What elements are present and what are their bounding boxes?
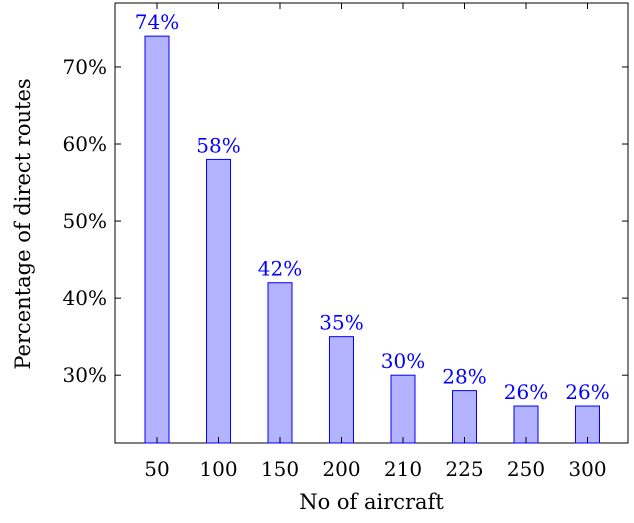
data-label-200: 35% bbox=[319, 311, 363, 335]
bar-50 bbox=[144, 35, 170, 444]
bar-100 bbox=[206, 158, 231, 444]
x-tick-label-100: 100 bbox=[199, 457, 237, 481]
bar-150 bbox=[267, 282, 293, 444]
y-tick-label-30: 30% bbox=[63, 363, 107, 387]
bar-300 bbox=[575, 405, 600, 444]
bar-210 bbox=[390, 374, 416, 444]
data-label-225: 28% bbox=[442, 365, 486, 389]
x-axis: 50 100 150 200 210 225 250 300 bbox=[144, 3, 607, 481]
x-tick-label-225: 225 bbox=[445, 457, 483, 481]
data-label-300: 26% bbox=[565, 380, 609, 404]
plot-frame bbox=[114, 2, 629, 444]
x-tick-label-200: 200 bbox=[322, 457, 360, 481]
y-axis-title: Percentage of direct routes bbox=[11, 78, 35, 369]
data-label-150: 42% bbox=[258, 257, 302, 281]
bar-225 bbox=[452, 390, 477, 444]
data-label-100: 58% bbox=[196, 133, 240, 157]
y-tick-label-60: 60% bbox=[63, 132, 107, 156]
x-tick-label-250: 250 bbox=[507, 457, 545, 481]
x-tick-label-150: 150 bbox=[261, 457, 299, 481]
y-axis: 30% 40% 50% 60% 70% bbox=[63, 55, 628, 387]
bar-200 bbox=[329, 336, 354, 444]
y-tick-label-70: 70% bbox=[63, 55, 107, 79]
data-label-250: 26% bbox=[504, 380, 548, 404]
data-label-50: 74% bbox=[135, 10, 179, 34]
x-tick-label-50: 50 bbox=[144, 457, 169, 481]
x-tick-label-210: 210 bbox=[384, 457, 422, 481]
data-labels-layer: 74% 58% 42% 35% 30% 28% 26% 26% bbox=[135, 10, 610, 404]
x-axis-title: No of aircraft bbox=[299, 490, 444, 514]
x-tick-label-300: 300 bbox=[568, 457, 606, 481]
data-label-210: 30% bbox=[381, 349, 425, 373]
bars-layer bbox=[144, 35, 600, 444]
y-tick-label-50: 50% bbox=[63, 209, 107, 233]
y-tick-label-40: 40% bbox=[63, 286, 107, 310]
